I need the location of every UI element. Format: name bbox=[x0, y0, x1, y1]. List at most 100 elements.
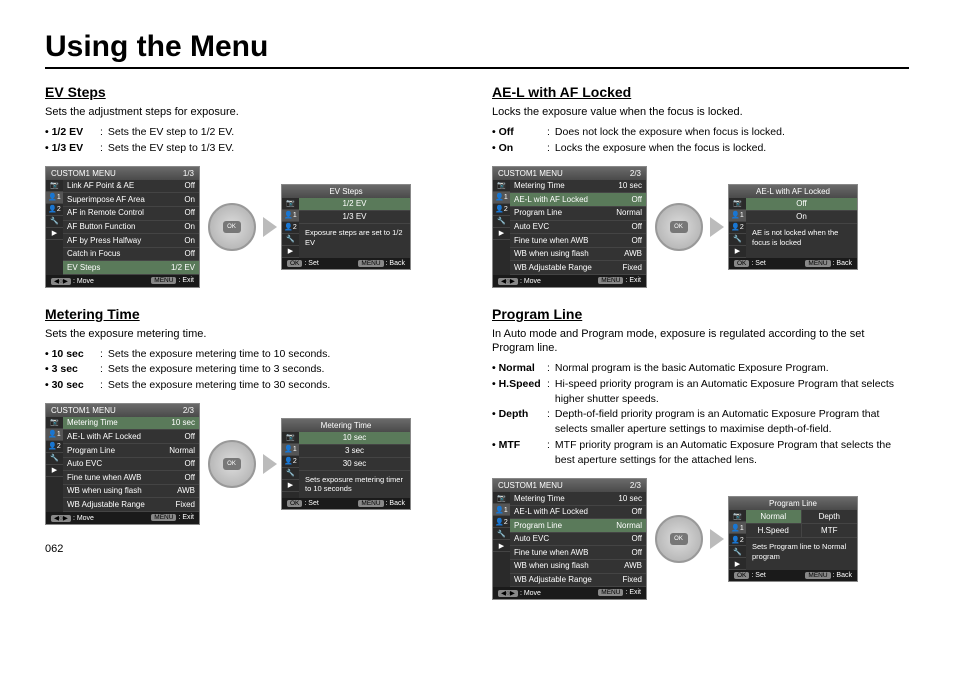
info-body-wrap: 📷👤1👤2🔧▶ NormalDepthH.SpeedMTF Sets Progr… bbox=[729, 510, 857, 570]
menu-header: CUSTOM1 MENU2/3 bbox=[493, 479, 646, 492]
info-text: AE is not locked when the focus is locke… bbox=[746, 224, 857, 252]
metering-info-panel: Metering Time 📷👤1👤2🔧▶ 10 sec3 sec30 sec … bbox=[281, 418, 411, 511]
option-row: • 10 sec : Sets the exposure metering ti… bbox=[45, 347, 462, 362]
option-row: • Normal : Normal program is the basic A… bbox=[492, 361, 909, 376]
side-icon: 👤1 bbox=[729, 210, 746, 222]
ev-info-panel: EV Steps 📷👤1👤2🔧▶ 1/2 EV1/3 EV Exposure s… bbox=[281, 184, 411, 270]
info-body-wrap: 📷👤1👤2🔧▶ 1/2 EV1/3 EV Exposure steps are … bbox=[282, 198, 410, 258]
ael-title: AE-L with AF Locked bbox=[492, 84, 909, 100]
side-icon: 📷 bbox=[282, 432, 299, 444]
side-icon: 👤2 bbox=[493, 516, 510, 528]
option-text: Sets the EV step to 1/3 EV. bbox=[108, 141, 234, 156]
info-choice: Off bbox=[746, 198, 857, 211]
option-text: Sets the exposure metering time to 3 sec… bbox=[108, 362, 325, 377]
menu-row: EV Steps1/2 EV bbox=[63, 261, 199, 275]
arrow-icon bbox=[710, 217, 724, 237]
menu-body: 📷👤1👤2🔧▶ Metering Time10 secAE-L with AF … bbox=[493, 180, 646, 275]
info-header: AE-L with AF Locked bbox=[729, 185, 857, 198]
info-choice: 30 sec bbox=[299, 458, 410, 471]
info-text: Sets Program line to Normal program bbox=[746, 538, 857, 566]
dial-icon: OK bbox=[204, 436, 259, 491]
menu-side-icons: 📷👤1👤2🔧▶ bbox=[493, 180, 510, 275]
side-icon: ▶ bbox=[282, 246, 299, 258]
option-text: Normal program is the basic Automatic Ex… bbox=[555, 361, 829, 376]
option-text: Hi-speed priority program is an Automati… bbox=[555, 377, 909, 407]
side-icon: 🔧 bbox=[729, 234, 746, 246]
menu-rows: Link AF Point & AEOffSuperimpose AF Area… bbox=[63, 180, 199, 275]
option-label: • H.Speed bbox=[492, 377, 547, 407]
metering-panels: CUSTOM1 MENU2/3 📷👤1👤2🔧▶ Metering Time10 … bbox=[45, 403, 462, 525]
menu-side-icons: 📷👤1👤2🔧▶ bbox=[729, 510, 746, 570]
menu-row: WB when using flashAWB bbox=[63, 485, 199, 499]
info-text: Sets exposure metering timer to 10 secon… bbox=[299, 471, 410, 499]
menu-side-icons: 📷👤1👤2🔧▶ bbox=[282, 432, 299, 499]
info-choice: 1/3 EV bbox=[299, 211, 410, 224]
option-colon: : bbox=[100, 378, 103, 393]
side-icon: ▶ bbox=[46, 465, 63, 477]
info-choice: 3 sec bbox=[299, 445, 410, 458]
program-menu-panel: CUSTOM1 MENU2/3 📷👤1👤2🔧▶ Metering Time10 … bbox=[492, 478, 647, 600]
menu-row: WB Adjustable RangeFixed bbox=[510, 261, 646, 275]
dial-icon: OK bbox=[204, 199, 259, 254]
side-icon: ▶ bbox=[493, 228, 510, 240]
side-icon: 👤2 bbox=[493, 204, 510, 216]
arrow-icon bbox=[710, 529, 724, 549]
option-colon: : bbox=[547, 141, 550, 156]
info-body: OffOn AE is not locked when the focus is… bbox=[746, 198, 857, 258]
menu-row: Program LineNormal bbox=[510, 519, 646, 533]
menu-row: Catch in FocusOff bbox=[63, 248, 199, 262]
option-colon: : bbox=[547, 125, 550, 140]
menu-row: Auto EVCOff bbox=[510, 533, 646, 547]
option-label: • 3 sec bbox=[45, 362, 100, 377]
menu-row: AF Button FunctionOn bbox=[63, 221, 199, 235]
option-row: • MTF : MTF priority program is an Autom… bbox=[492, 438, 909, 468]
side-icon: 📷 bbox=[493, 492, 510, 504]
menu-row: Fine tune when AWBOff bbox=[63, 471, 199, 485]
menu-header: CUSTOM1 MENU2/3 bbox=[46, 404, 199, 417]
option-text: Does not lock the exposure when focus is… bbox=[555, 125, 785, 140]
ael-info-panel: AE-L with AF Locked 📷👤1👤2🔧▶ OffOn AE is … bbox=[728, 184, 858, 270]
option-label: • 10 sec bbox=[45, 347, 100, 362]
ev-steps-panels: CUSTOM1 MENU1/3 📷👤1👤2🔧▶ Link AF Point & … bbox=[45, 166, 462, 288]
info-cell: Depth bbox=[802, 510, 858, 524]
right-column: AE-L with AF Locked Locks the exposure v… bbox=[492, 84, 909, 618]
side-icon: ▶ bbox=[46, 228, 63, 240]
info-body: NormalDepthH.SpeedMTF Sets Program line … bbox=[746, 510, 857, 570]
menu-row: Metering Time10 sec bbox=[510, 180, 646, 194]
option-text: Sets the EV step to 1/2 EV. bbox=[108, 125, 234, 140]
menu-side-icons: 📷👤1👤2🔧▶ bbox=[729, 198, 746, 258]
metering-options: • 10 sec : Sets the exposure metering ti… bbox=[45, 347, 462, 393]
page-number: 062 bbox=[45, 543, 462, 555]
menu-row: Auto EVCOff bbox=[63, 458, 199, 472]
menu-header: CUSTOM1 MENU2/3 bbox=[493, 167, 646, 180]
menu-row: Auto EVCOff bbox=[510, 221, 646, 235]
side-icon: 🔧 bbox=[729, 546, 746, 558]
option-label: • 1/2 EV bbox=[45, 125, 100, 140]
menu-row: AE-L with AF LockedOff bbox=[510, 506, 646, 520]
side-icon: 📷 bbox=[493, 180, 510, 192]
ev-steps-section: EV Steps Sets the adjustment steps for e… bbox=[45, 84, 462, 288]
option-colon: : bbox=[547, 361, 550, 376]
option-label: • 1/3 EV bbox=[45, 141, 100, 156]
program-title: Program Line bbox=[492, 306, 909, 322]
menu-side-icons: 📷👤1👤2🔧▶ bbox=[282, 198, 299, 258]
info-cell: H.Speed bbox=[746, 524, 802, 538]
program-section: Program Line In Auto mode and Program mo… bbox=[492, 306, 909, 600]
info-footer: OK: Set MENU: Back bbox=[282, 258, 410, 269]
option-label: • 30 sec bbox=[45, 378, 100, 393]
side-icon: 👤2 bbox=[282, 456, 299, 468]
menu-rows: Metering Time10 secAE-L with AF LockedOf… bbox=[63, 417, 199, 512]
side-icon: 👤1 bbox=[493, 192, 510, 204]
info-header: EV Steps bbox=[282, 185, 410, 198]
option-colon: : bbox=[100, 362, 103, 377]
menu-footer: ◀○▶: Move MENU: Exit bbox=[493, 587, 646, 599]
option-colon: : bbox=[100, 141, 103, 156]
ev-steps-options: • 1/2 EV : Sets the EV step to 1/2 EV. •… bbox=[45, 125, 462, 155]
option-row: • Off : Does not lock the exposure when … bbox=[492, 125, 909, 140]
info-header: Metering Time bbox=[282, 419, 410, 432]
metering-desc: Sets the exposure metering time. bbox=[45, 327, 462, 341]
option-row: • H.Speed : Hi-speed priority program is… bbox=[492, 377, 909, 407]
side-icon: 👤1 bbox=[46, 192, 63, 204]
option-row: • 1/2 EV : Sets the EV step to 1/2 EV. bbox=[45, 125, 462, 140]
dial-icon: OK bbox=[651, 512, 706, 567]
